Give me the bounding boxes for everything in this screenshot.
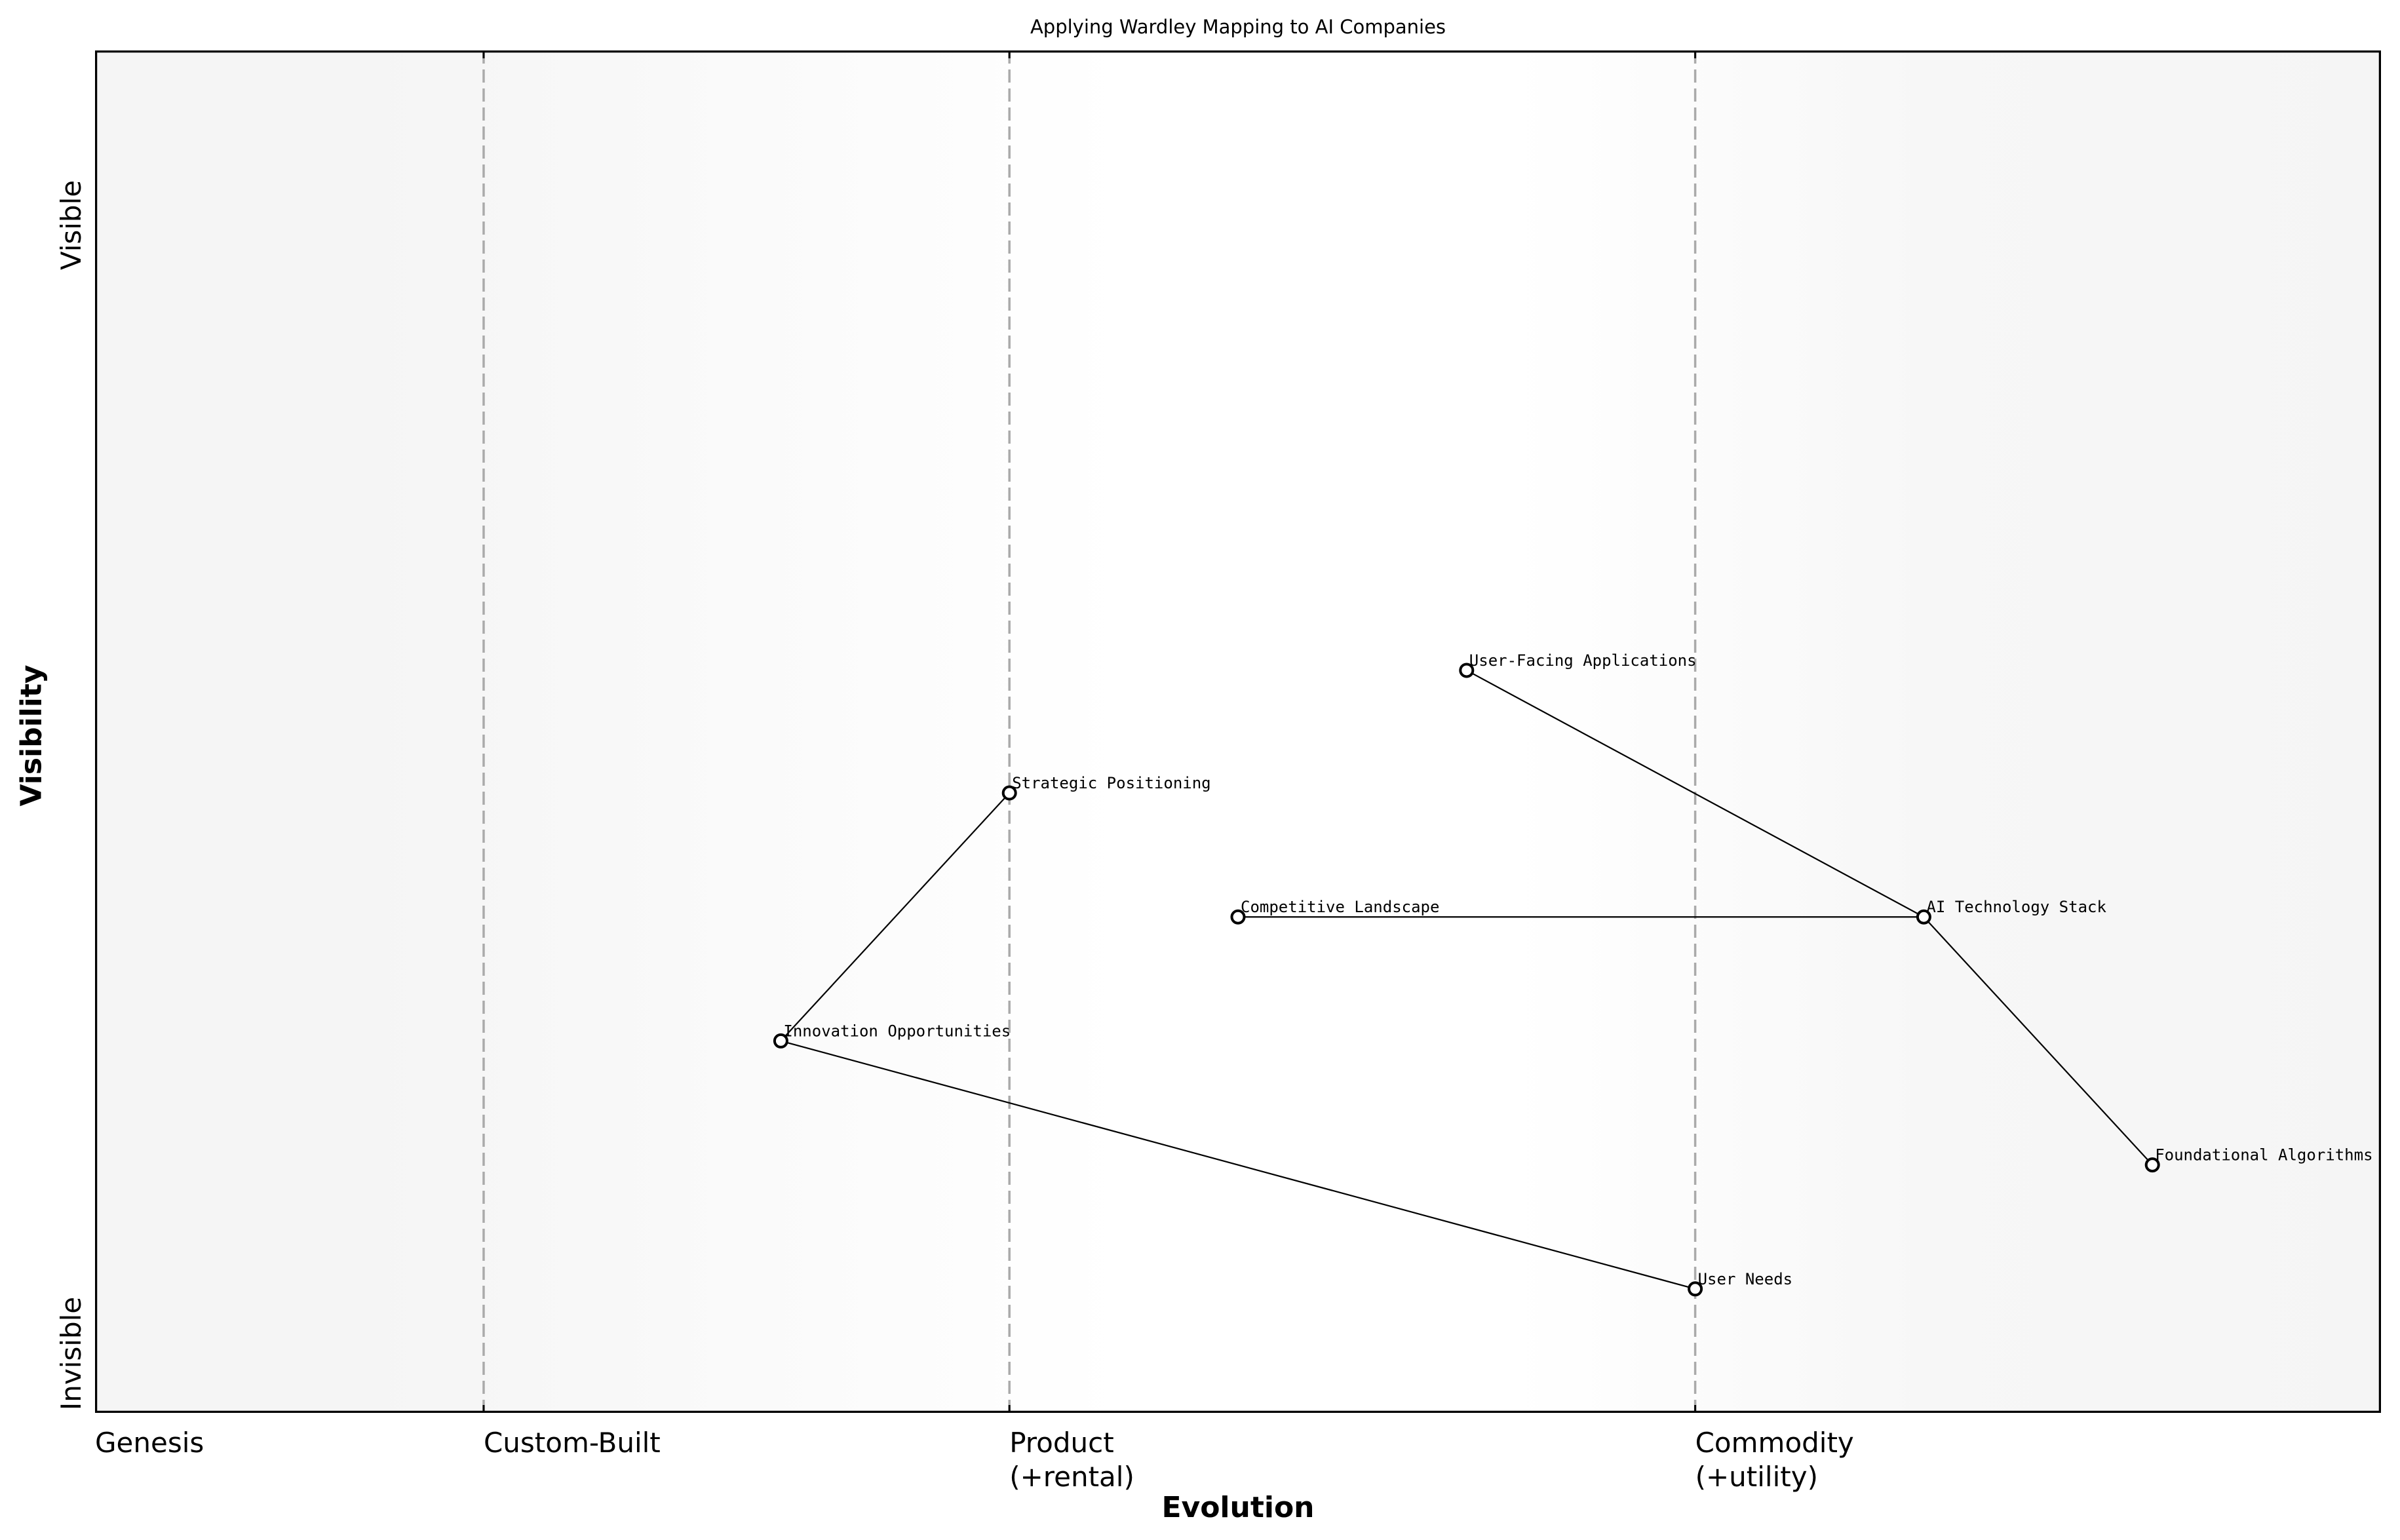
component-node[interactable]: Strategic Positioning bbox=[1001, 774, 1211, 801]
plot-frame bbox=[95, 50, 2381, 1413]
x-tick-label: Custom-Built bbox=[483, 1427, 661, 1459]
component-node[interactable]: User-Facing Applications bbox=[1459, 651, 1697, 678]
component-node[interactable]: Innovation Opportunities bbox=[773, 1022, 1011, 1049]
x-tick-label: Genesis bbox=[95, 1427, 204, 1459]
component-label: User Needs bbox=[1698, 1270, 1793, 1288]
component-node[interactable]: Foundational Algorithms bbox=[2144, 1146, 2373, 1173]
component-marker-icon[interactable] bbox=[1001, 785, 1017, 801]
component-label: AI Technology Stack bbox=[1926, 898, 2106, 916]
component-node[interactable]: User Needs bbox=[1688, 1270, 1793, 1297]
component-node[interactable]: Competitive Landscape bbox=[1230, 898, 1440, 925]
component-label: Competitive Landscape bbox=[1241, 898, 1439, 916]
component-marker-icon[interactable] bbox=[1916, 909, 1931, 925]
component-label: Strategic Positioning bbox=[1012, 774, 1210, 792]
component-link bbox=[1466, 669, 1924, 918]
component-marker-icon[interactable] bbox=[1688, 1281, 1703, 1297]
component-marker-icon[interactable] bbox=[1459, 663, 1475, 678]
x-axis-title: Evolution bbox=[1161, 1491, 1315, 1524]
y-axis-title: Visibility bbox=[14, 664, 48, 807]
plot-area: User Needs Foundational Algorithms Innovat… bbox=[95, 50, 2381, 1413]
plot-background bbox=[95, 50, 2381, 1413]
x-tick-label: Commodity (+utility) bbox=[1695, 1427, 1854, 1493]
component-link bbox=[780, 792, 1011, 1042]
x-tick-label: Product (+rental) bbox=[1009, 1427, 1134, 1493]
components: User Needs Foundational Algorithms Innovat… bbox=[773, 651, 2373, 1297]
component-label: Foundational Algorithms bbox=[2155, 1146, 2372, 1165]
component-node[interactable]: AI Technology Stack bbox=[1916, 898, 2107, 925]
component-marker-icon[interactable] bbox=[773, 1033, 788, 1049]
component-links bbox=[780, 669, 2154, 1290]
component-marker-icon[interactable] bbox=[1230, 909, 1246, 925]
component-link bbox=[781, 1040, 1695, 1290]
component-label: User-Facing Applications bbox=[1469, 651, 1697, 670]
component-label: Innovation Opportunities bbox=[783, 1022, 1011, 1040]
wardley-map-canvas: User Needs Foundational Algorithms Innovat… bbox=[95, 50, 2381, 1413]
component-marker-icon[interactable] bbox=[2144, 1157, 2160, 1173]
y-tick-label-visible: Visible bbox=[54, 180, 87, 270]
chart-title: Applying Wardley Mapping to AI Companies bbox=[1030, 16, 1446, 38]
y-tick-label-invisible: Invisible bbox=[54, 1296, 87, 1410]
component-link bbox=[1923, 916, 2154, 1166]
